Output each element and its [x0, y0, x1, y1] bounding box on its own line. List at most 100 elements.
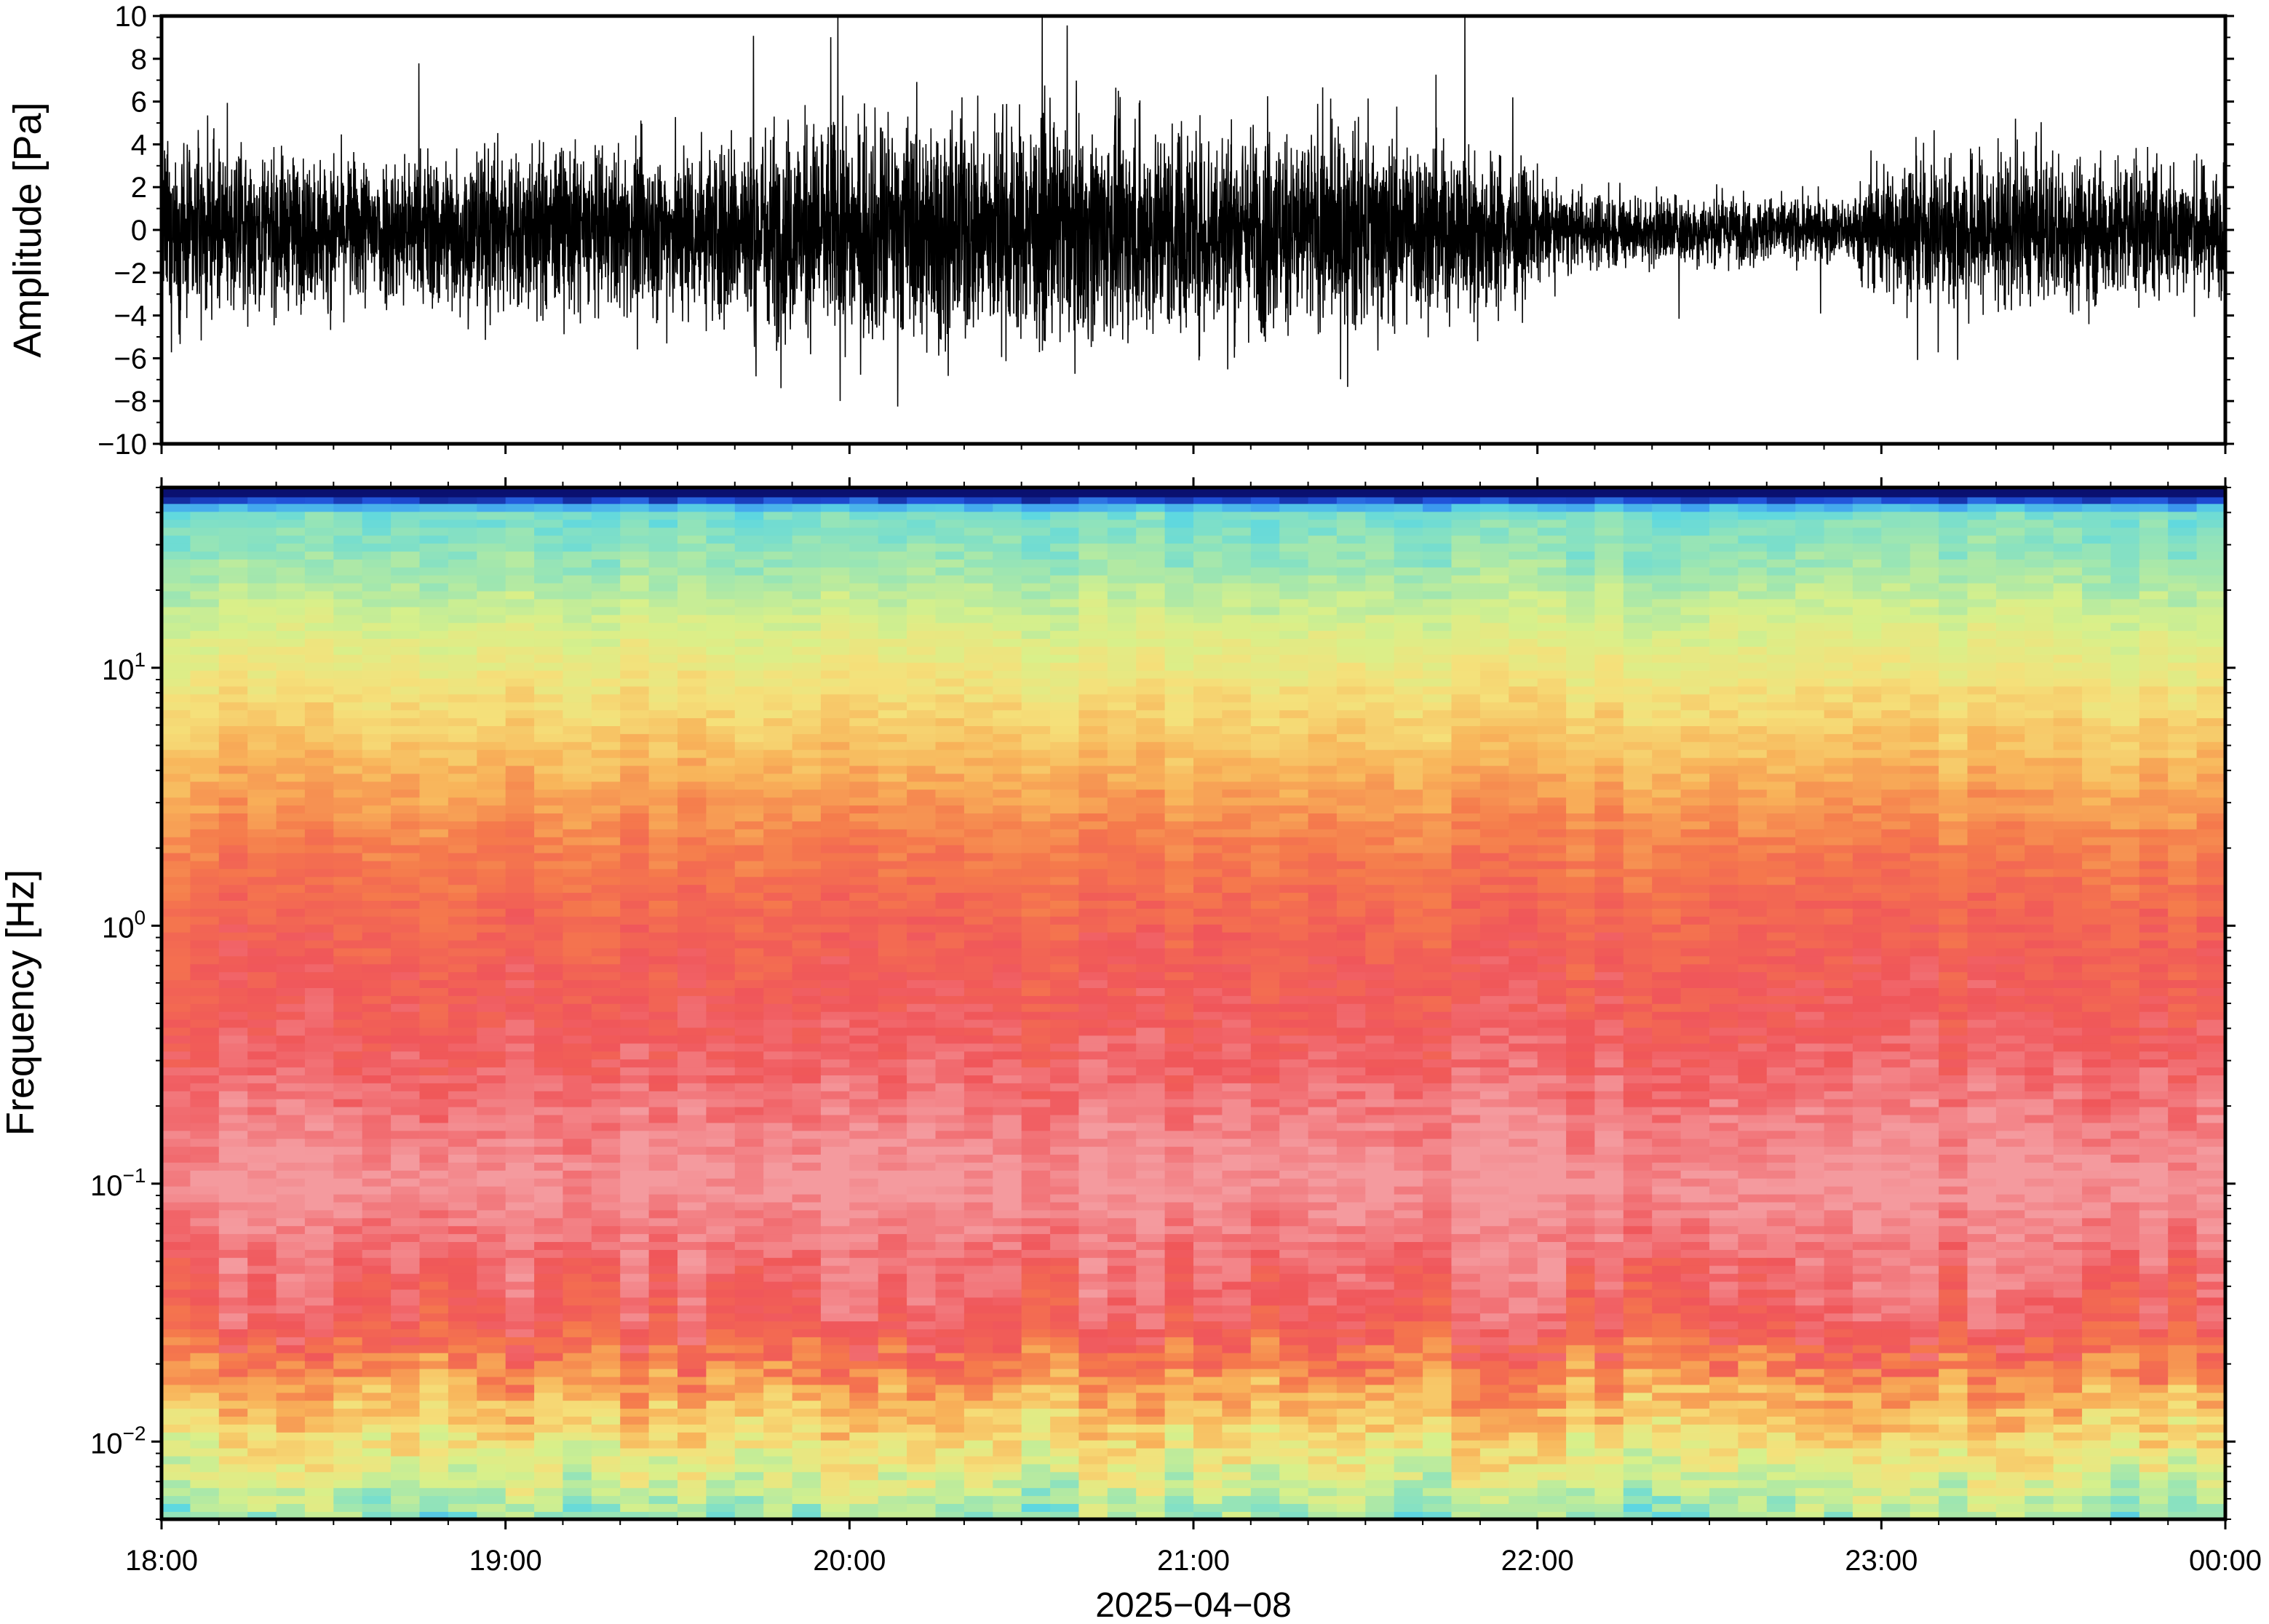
spectrogram-cell [419, 701, 449, 711]
spectrogram-cell [935, 1027, 965, 1036]
spectrogram-cell [1193, 1432, 1223, 1441]
spectrogram-cell [792, 995, 822, 1004]
spectrogram-cell [820, 1098, 851, 1107]
spectrogram-cell [677, 1011, 707, 1020]
spectrogram-cell [1164, 900, 1194, 909]
spectrogram-cell [648, 669, 678, 679]
spectrogram-cell [763, 1273, 793, 1282]
spectrogram-cell [218, 916, 248, 925]
spectrogram-cell [218, 1146, 248, 1155]
spectrogram-cell [763, 535, 793, 544]
spectrogram-cell [734, 543, 764, 552]
spectrogram-cell [935, 519, 965, 528]
spectrogram-cell [1078, 646, 1108, 655]
spectrogram-cell [333, 1011, 363, 1020]
spectrogram-cell [247, 669, 277, 679]
spectrogram-cell [162, 1170, 191, 1179]
spectrogram-cell [1193, 1424, 1223, 1433]
spectrogram-cell [1107, 1233, 1137, 1242]
spectrogram-cell [477, 598, 506, 608]
spectrogram-cell [391, 535, 421, 544]
spectrogram-cell [534, 987, 564, 996]
spectrogram-cell [734, 646, 764, 655]
spectrogram-cell [734, 1241, 764, 1250]
spectrogram-cell [706, 829, 736, 837]
spectrogram-cell [1136, 622, 1166, 632]
spectrogram-cell [1193, 1360, 1223, 1369]
spectrogram-cell [448, 1281, 478, 1290]
spectrogram-cell [1136, 1265, 1166, 1274]
spectrogram-cell [849, 1487, 879, 1497]
spectrogram-cell [505, 1106, 535, 1115]
spectrogram-cell [534, 1075, 564, 1083]
spectrogram-cell [362, 685, 392, 695]
spectrogram-cell [333, 1439, 363, 1449]
spectrogram-cell [247, 1416, 277, 1425]
spectrogram-cell [1078, 511, 1108, 520]
spectrogram-cell [1078, 1201, 1108, 1211]
spectrogram-cell [820, 511, 851, 520]
spectrogram-cell [993, 836, 1022, 845]
spectrogram-cell [648, 1432, 678, 1441]
spectrogram-cell [620, 1075, 650, 1083]
spectrogram-cell [1164, 749, 1194, 758]
spectrogram-cell [391, 1154, 421, 1163]
spectrogram-cell [419, 1273, 449, 1282]
spectrogram-cell [1193, 1479, 1223, 1489]
spectrogram-cell [820, 1193, 851, 1203]
spectrogram-cell [1050, 1352, 1080, 1361]
spectrogram-cell [792, 717, 822, 726]
spectrogram-cell [1021, 733, 1051, 742]
spectrogram-cell [993, 1106, 1022, 1115]
spectrogram-cell [878, 1114, 907, 1123]
spectrogram-cell [1021, 1106, 1051, 1115]
spectrogram-cell [1078, 1265, 1108, 1274]
spectrogram-cell [963, 1503, 994, 1512]
spectrogram-cell [907, 813, 937, 821]
spectrogram-cell [963, 1400, 994, 1409]
spectrogram-cell [1107, 1059, 1137, 1068]
spectrogram-cell [878, 1019, 907, 1028]
spectrogram-cell [505, 852, 535, 861]
spectrogram-cell [820, 1376, 851, 1385]
spectrogram-cell [1136, 900, 1166, 909]
spectrogram-cell [907, 606, 937, 616]
spectrogram-cell [477, 630, 506, 639]
spectrogram-cell [534, 1463, 564, 1473]
spectrogram-cell [505, 963, 535, 973]
spectrogram-cell [763, 1027, 793, 1036]
spectrogram-cell [1164, 1511, 1194, 1519]
spectrogram-cell [963, 1329, 994, 1337]
spectrogram-cell [276, 789, 306, 798]
spectrogram-cell [620, 757, 650, 766]
spectrogram-cell [935, 1439, 965, 1449]
spectrogram-cell [677, 654, 707, 663]
spectrogram-cell [419, 638, 449, 647]
spectrogram-cell [162, 765, 191, 774]
spectrogram-cell [963, 1495, 994, 1504]
spectrogram-cell [1193, 590, 1223, 600]
spectrogram-cell [1164, 1241, 1194, 1250]
spectrogram-cell [247, 1439, 277, 1449]
spectrogram-cell [362, 1114, 392, 1123]
spectrogram-cell [362, 939, 392, 949]
spectrogram-cell [505, 701, 535, 711]
spectrogram-cell [734, 741, 764, 750]
waveform-y-tick-label: 4 [131, 129, 147, 161]
spectrogram-cell [763, 1432, 793, 1441]
spectrogram-cell [1107, 606, 1137, 616]
spectrogram-cell [792, 844, 822, 853]
spectrogram-cell [190, 1201, 220, 1211]
spectrogram-cell [276, 717, 306, 726]
spectrogram-cell [792, 892, 822, 901]
spectrogram-cell [477, 1043, 506, 1052]
spectrogram-cell [304, 1511, 335, 1519]
spectrogram-cell [448, 884, 478, 893]
spectrogram-cell [419, 884, 449, 893]
spectrogram-cell [477, 1487, 506, 1497]
spectrogram-cell [763, 1193, 793, 1203]
spectrogram-cell [706, 630, 736, 639]
spectrogram-cell [1136, 519, 1166, 528]
spectrogram-cell [1136, 1122, 1166, 1131]
spectrogram-cell [563, 677, 592, 687]
